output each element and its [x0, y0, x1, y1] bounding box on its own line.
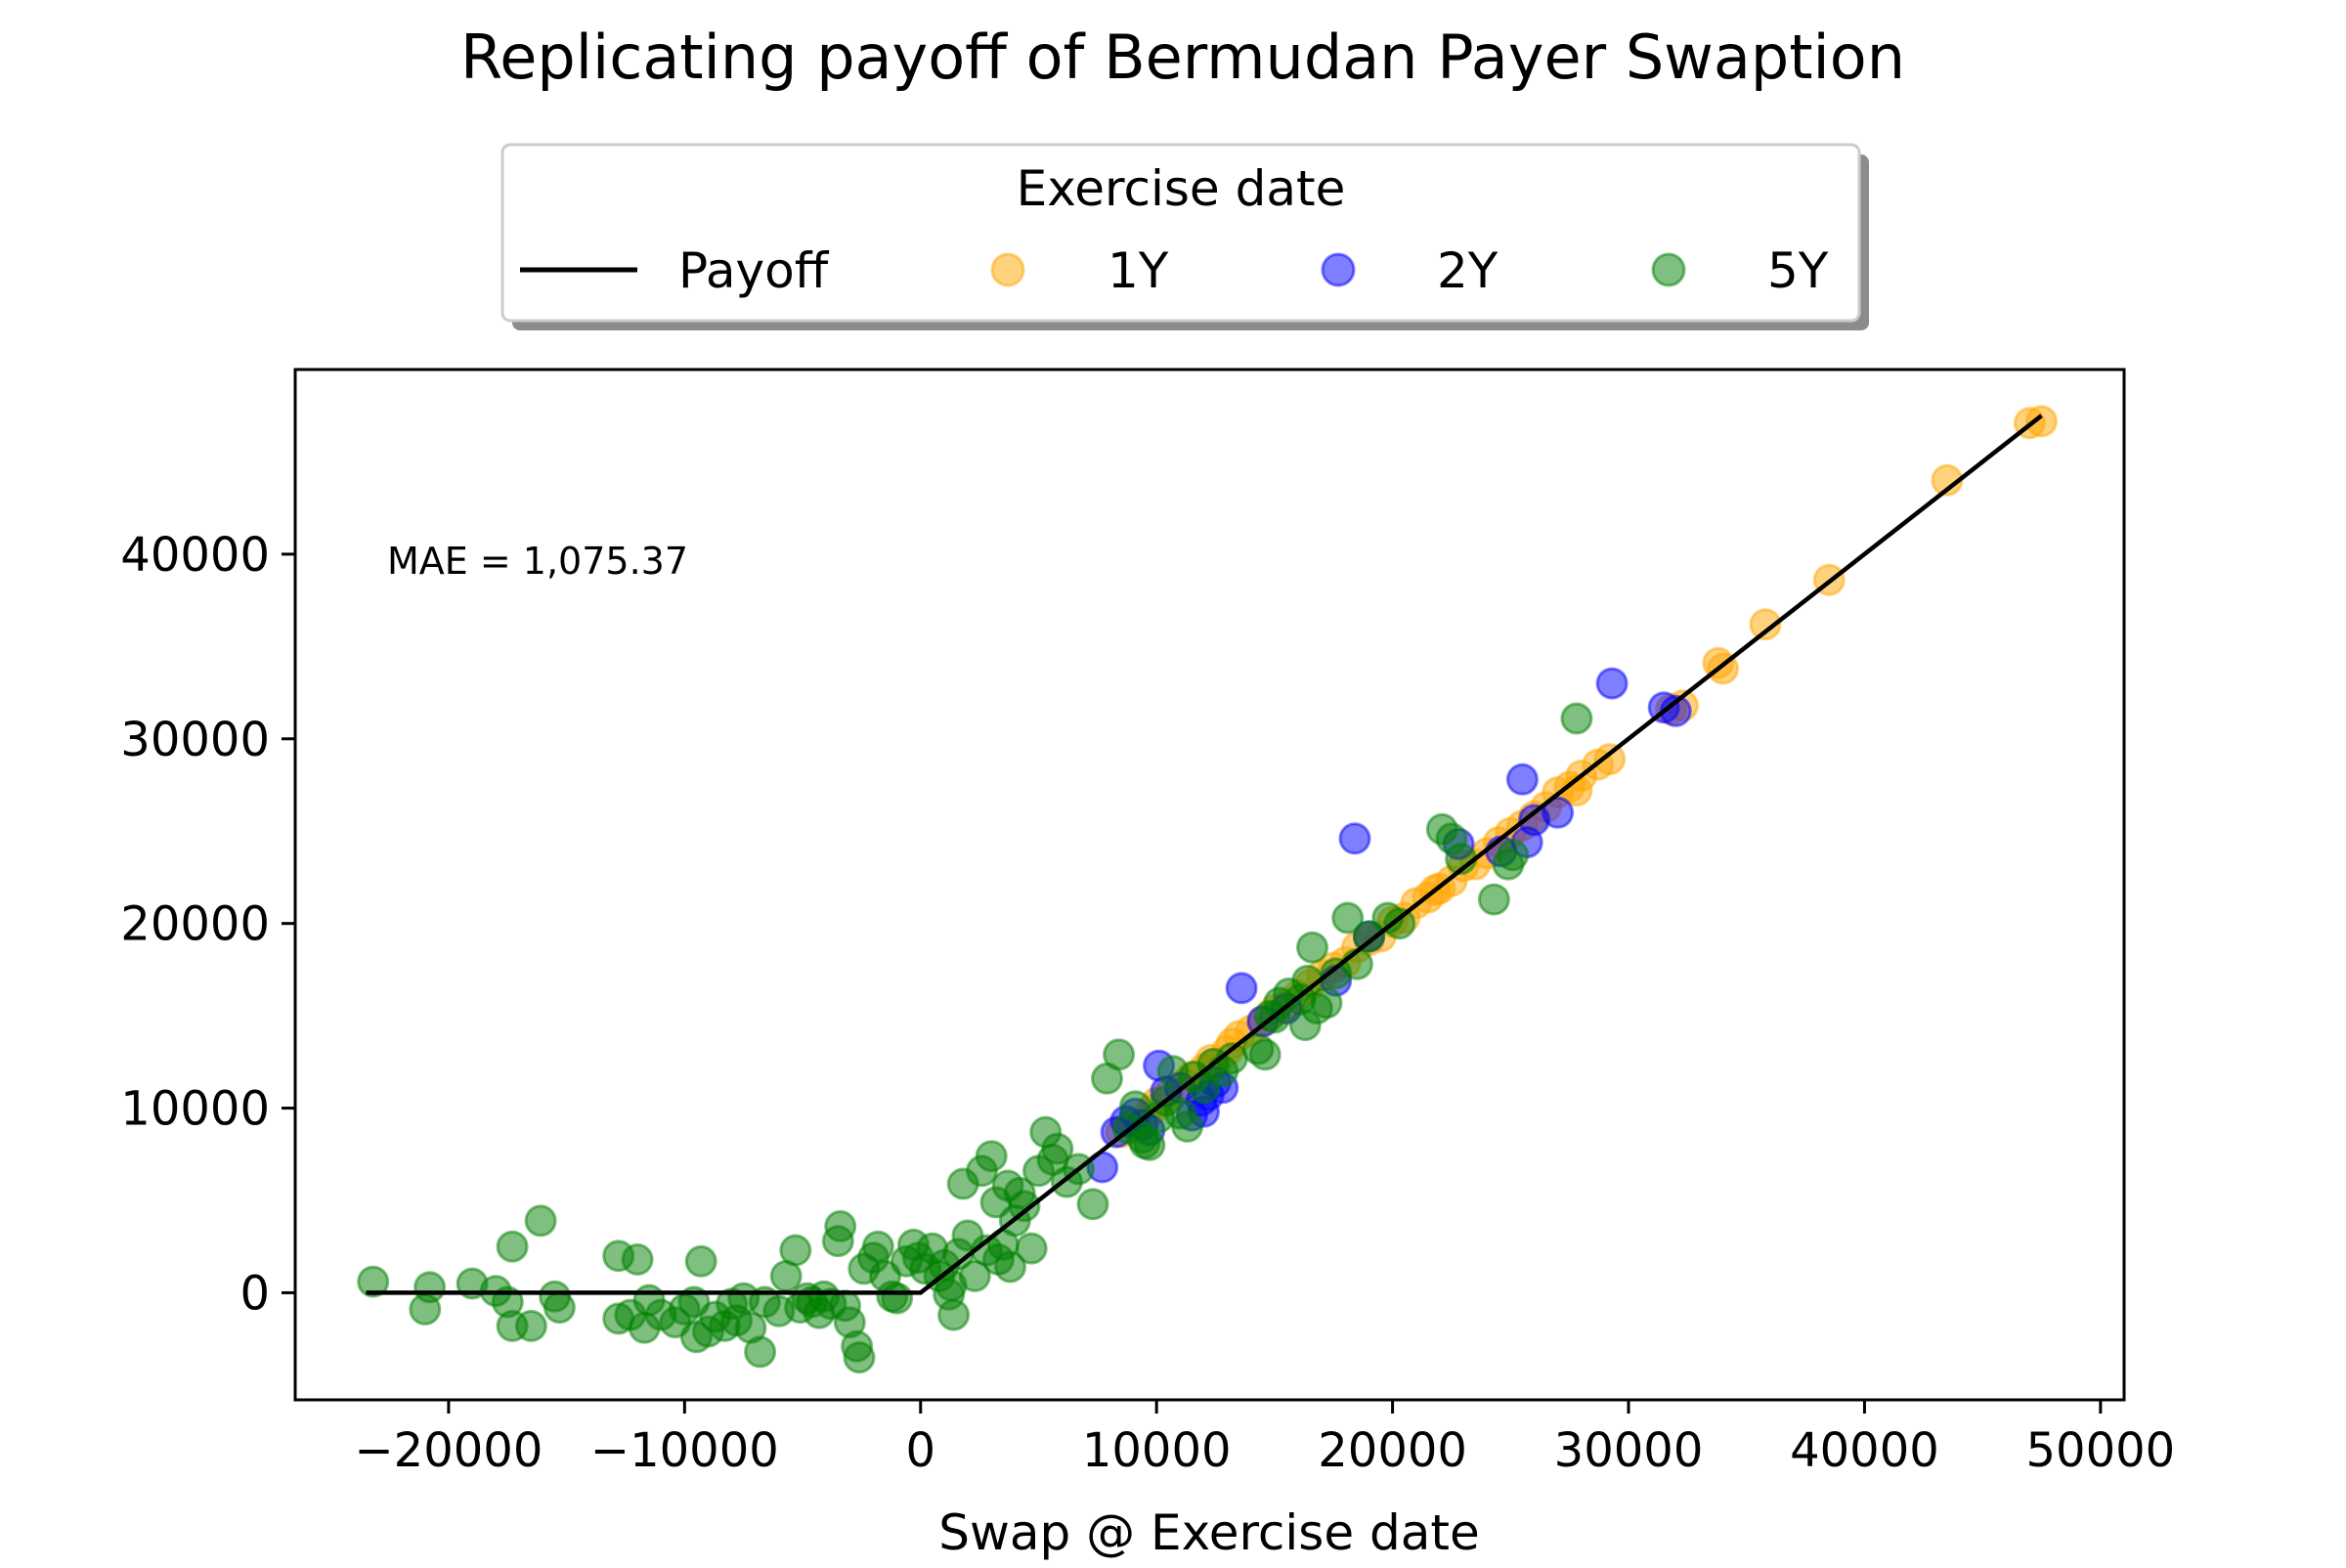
data-point-5y — [1008, 1190, 1041, 1223]
data-point-2y — [1595, 667, 1629, 700]
data-point-1y — [2025, 405, 2058, 438]
legend: Exercise date Payoff 1Y 2Y 5Y — [500, 143, 1869, 330]
data-point-5y — [975, 1140, 1008, 1173]
legend-label-2y: 2Y — [1437, 242, 1499, 299]
data-point-5y — [524, 1204, 557, 1238]
series-5y — [357, 702, 1593, 1374]
payoff-line — [366, 414, 2043, 1295]
legend-box — [500, 143, 1861, 323]
x-tick-label: 40000 — [1790, 1423, 1939, 1478]
data-point-5y — [357, 1265, 390, 1298]
data-point-5y — [1103, 1038, 1136, 1071]
x-tick-label: 10000 — [1082, 1423, 1232, 1478]
y-axis: 0 10000 20000 30000 40000 — [120, 528, 295, 1321]
data-point-1y — [1749, 608, 1782, 641]
y-tick-label: 20000 — [120, 897, 270, 952]
data-point-2y — [1505, 762, 1539, 796]
data-point-5y — [1497, 839, 1530, 872]
data-point-5y — [881, 1282, 914, 1315]
data-point-5y — [958, 1259, 991, 1292]
data-point-1y — [1593, 743, 1627, 776]
legend-title: Exercise date — [1017, 160, 1346, 217]
data-point-5y — [543, 1291, 576, 1325]
data-point-2y — [1338, 822, 1371, 855]
data-point-5y — [779, 1234, 812, 1267]
y-tick-label: 10000 — [120, 1082, 270, 1137]
data-point-5y — [744, 1335, 777, 1369]
data-point-5y — [994, 1250, 1026, 1284]
data-point-5y — [937, 1298, 971, 1331]
x-tick-label: −20000 — [354, 1423, 543, 1478]
mae-annotation: MAE = 1,075.37 — [387, 540, 688, 583]
y-tick-label: 30000 — [120, 713, 270, 767]
data-point-5y — [496, 1230, 529, 1263]
y-tick-label: 40000 — [120, 528, 270, 583]
legend-marker-1y — [990, 252, 1025, 287]
legend-label-payoff: Payoff — [678, 242, 830, 299]
data-point-5y — [1171, 1110, 1204, 1143]
x-tick-label: 20000 — [1318, 1423, 1467, 1478]
x-tick-label: −10000 — [590, 1423, 779, 1478]
data-point-2y — [1225, 972, 1258, 1005]
legend-label-1y: 1Y — [1108, 242, 1169, 299]
data-point-5y — [621, 1242, 654, 1276]
plot-area: −20000 −10000 0 10000 20000 30000 40000 50000 0… — [120, 368, 2175, 1478]
legend-marker-5y — [1651, 252, 1686, 287]
data-point-5y — [1248, 1038, 1282, 1071]
data-point-5y — [861, 1230, 894, 1263]
data-point-5y — [1015, 1232, 1048, 1265]
plot-frame — [293, 368, 2126, 1402]
data-point-5y — [1331, 901, 1365, 935]
data-point-5y — [1128, 1126, 1161, 1159]
y-tick-label: 0 — [239, 1266, 270, 1321]
data-point-5y — [684, 1244, 717, 1278]
data-point-5y — [1076, 1188, 1109, 1221]
data-point-5y — [824, 1209, 857, 1242]
data-point-5y — [1383, 907, 1416, 940]
data-point-5y — [514, 1309, 547, 1342]
legend-label-5y: 5Y — [1767, 242, 1829, 299]
data-point-5y — [1560, 702, 1593, 735]
x-axis-label: Swap @ Exercise date — [938, 1504, 1480, 1561]
data-point-5y — [409, 1292, 442, 1326]
data-point-5y — [1310, 986, 1343, 1020]
x-tick-label: 50000 — [2026, 1423, 2176, 1478]
legend-marker-2y — [1321, 252, 1356, 287]
data-point-5y — [1296, 931, 1328, 964]
data-point-2y — [1542, 796, 1575, 829]
data-point-5y — [841, 1329, 874, 1363]
x-axis: −20000 −10000 0 10000 20000 30000 40000 50000 — [354, 1400, 2175, 1478]
chart-title: Replicating payoff of Bermudan Payer Swa… — [460, 22, 1905, 93]
data-point-5y — [1477, 883, 1510, 916]
x-tick-label: 30000 — [1554, 1423, 1704, 1478]
x-tick-label: 0 — [905, 1423, 935, 1478]
data-point-5y — [1041, 1132, 1074, 1165]
